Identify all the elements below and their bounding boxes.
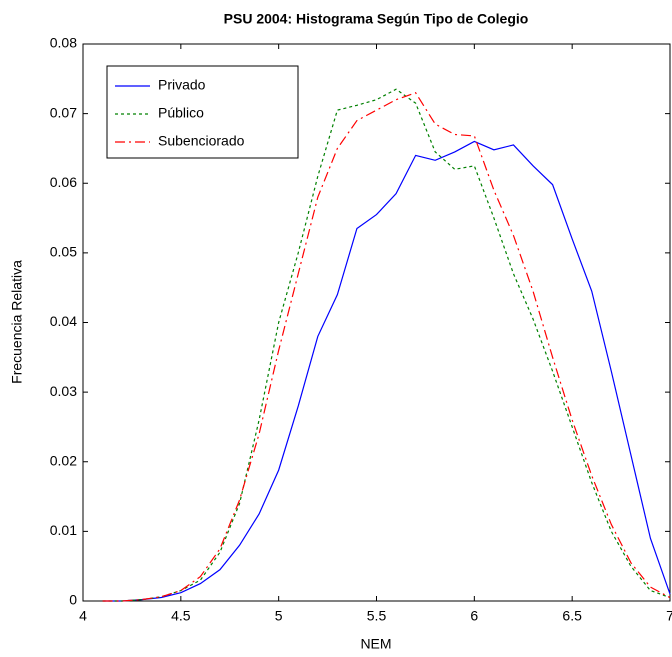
y-axis-label: Frecuencia Relativa bbox=[9, 260, 25, 384]
y-tick-label: 0.07 bbox=[50, 104, 77, 120]
series-line bbox=[102, 92, 671, 602]
x-tick-label: 6.5 bbox=[562, 608, 582, 624]
x-tick-label: 6 bbox=[470, 608, 478, 624]
y-tick-label: 0.06 bbox=[50, 174, 77, 190]
legend-label: Público bbox=[158, 105, 204, 121]
y-tick-label: 0 bbox=[69, 592, 77, 608]
y-tick-label: 0.01 bbox=[50, 522, 77, 538]
chart-title: PSU 2004: Histograma Según Tipo de Coleg… bbox=[224, 11, 529, 27]
x-tick-label: 4 bbox=[79, 608, 87, 624]
y-tick-label: 0.03 bbox=[50, 383, 77, 399]
y-tick-label: 0.08 bbox=[50, 35, 77, 51]
legend-box bbox=[106, 65, 299, 159]
y-tick-label: 0.02 bbox=[50, 452, 77, 468]
series-line bbox=[102, 88, 671, 602]
x-tick-label: 4.5 bbox=[171, 608, 191, 624]
x-tick-label: 5 bbox=[275, 608, 283, 624]
y-tick-label: 0.05 bbox=[50, 244, 77, 260]
legend-label: Subenciorado bbox=[158, 133, 245, 149]
x-axis-label: NEM bbox=[360, 636, 391, 652]
series-line bbox=[102, 140, 671, 602]
x-tick-label: 5.5 bbox=[367, 608, 387, 624]
x-tick-label: 7 bbox=[666, 608, 672, 624]
legend-label: Privado bbox=[158, 77, 206, 93]
y-tick-label: 0.04 bbox=[50, 313, 77, 329]
